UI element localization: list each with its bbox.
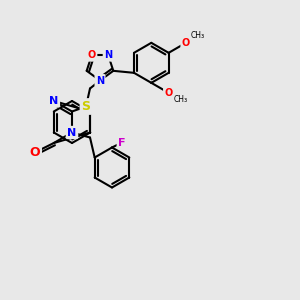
Text: F: F [118, 137, 126, 148]
Text: O: O [164, 88, 173, 98]
Text: N: N [104, 50, 112, 60]
Text: O: O [88, 50, 96, 60]
Text: CH₃: CH₃ [191, 31, 205, 40]
Text: CH₃: CH₃ [174, 95, 188, 104]
Text: N: N [68, 128, 76, 137]
Text: O: O [182, 38, 190, 48]
Text: N: N [49, 96, 58, 106]
Text: N: N [96, 76, 104, 85]
Text: S: S [82, 100, 91, 113]
Text: O: O [29, 146, 40, 160]
